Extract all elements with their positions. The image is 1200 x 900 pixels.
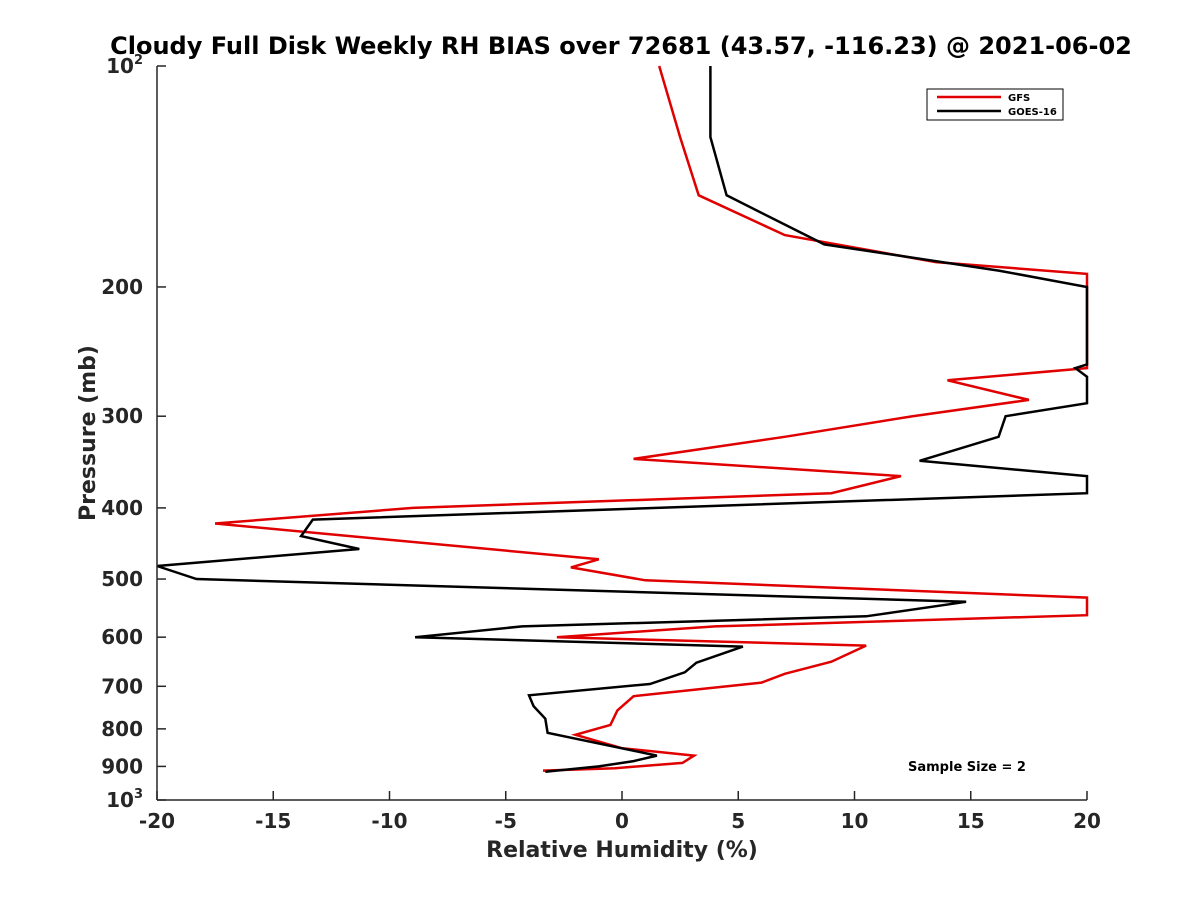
y-tick-label: 800 (101, 717, 143, 741)
y-tick-label: 400 (101, 496, 143, 520)
x-tick-label: 15 (957, 809, 985, 833)
sample-size-annotation: Sample Size = 2 (908, 760, 1026, 775)
y-tick-label: 900 (101, 754, 143, 778)
x-tick-label: 20 (1073, 809, 1101, 833)
y-ticks: 102 200 300 400 500 600 700 800 900 103 (101, 53, 166, 812)
chart-title: Cloudy Full Disk Weekly RH BIAS over 726… (110, 32, 1132, 60)
y-tick-label: 102 (106, 53, 143, 78)
y-tick-label: 103 (106, 787, 143, 812)
x-tick-label: 10 (841, 809, 869, 833)
x-tick-label: -10 (371, 809, 407, 833)
x-tick-label: 5 (731, 809, 745, 833)
x-axis-label: Relative Humidity (%) (486, 838, 758, 863)
y-axis-label: Pressure (mb) (76, 345, 101, 521)
y-tick-label: 700 (101, 674, 143, 698)
x-tick-label: -15 (255, 809, 291, 833)
legend-box (926, 88, 1064, 121)
legend-label-gfs: GFS (1008, 93, 1030, 104)
plot-area (157, 66, 1087, 800)
series-layer (156, 65, 1089, 773)
x-tick-label: 0 (615, 809, 629, 833)
y-tick-label: 300 (101, 404, 143, 428)
legend: GFS GOES-16 (926, 88, 1064, 121)
y-tick-label: 600 (101, 625, 143, 649)
x-tick-label: -5 (495, 809, 517, 833)
y-tick-label: 200 (101, 275, 143, 299)
series-line-goes-16 (156, 66, 1089, 773)
x-ticks: -20 -15 -10 -5 0 5 10 15 20 (139, 791, 1101, 833)
legend-label-goes16: GOES-16 (1008, 107, 1057, 118)
x-tick-label: -20 (139, 809, 175, 833)
y-tick-label: 500 (101, 567, 143, 591)
